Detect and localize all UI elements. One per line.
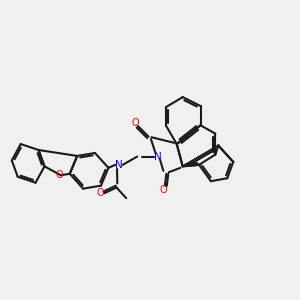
Text: N: N (115, 160, 123, 170)
Text: O: O (160, 184, 167, 194)
Text: O: O (97, 188, 104, 198)
Text: O: O (56, 170, 63, 180)
Text: O: O (131, 118, 139, 128)
Text: N: N (154, 152, 161, 161)
